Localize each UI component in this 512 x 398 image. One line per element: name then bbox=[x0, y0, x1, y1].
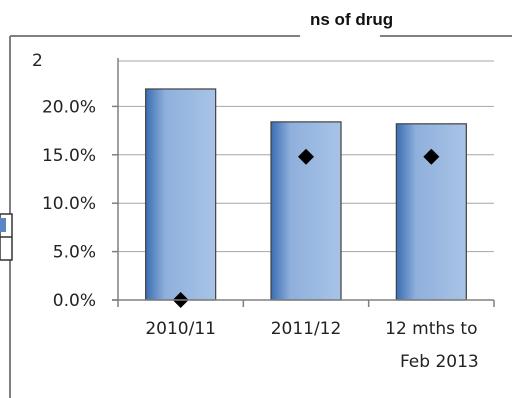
x-tick-label: 12 mths to bbox=[385, 319, 477, 339]
x-tick-label: 2010/11 bbox=[145, 319, 216, 339]
y-tick-label: 5.0% bbox=[53, 243, 96, 263]
x-tick-labels: 2010/11 2011/12 12 mths to Feb 2013 bbox=[145, 319, 478, 372]
y-tick-labels: 0.0% 5.0% 10.0% 15.0% 20.0% bbox=[42, 97, 96, 311]
y-tick-label: 20.0% bbox=[42, 97, 96, 117]
bar bbox=[270, 121, 342, 301]
bars bbox=[145, 88, 467, 301]
marker bbox=[298, 148, 314, 165]
legend-swatch bbox=[0, 218, 6, 232]
y-tick-label: 15.0% bbox=[42, 146, 96, 166]
bar bbox=[145, 88, 217, 301]
y-tick-label: 0.0% bbox=[53, 291, 96, 311]
y-tick-label: 10.0% bbox=[42, 194, 96, 214]
title-fragment-left: 2 bbox=[32, 51, 43, 71]
x-tick-marks bbox=[112, 105, 495, 307]
chart-title: ns of drug bbox=[310, 10, 393, 29]
x-tick-label: 2011/12 bbox=[271, 319, 342, 339]
marker bbox=[423, 148, 440, 165]
x-tick-label: Feb 2013 bbox=[400, 352, 479, 372]
